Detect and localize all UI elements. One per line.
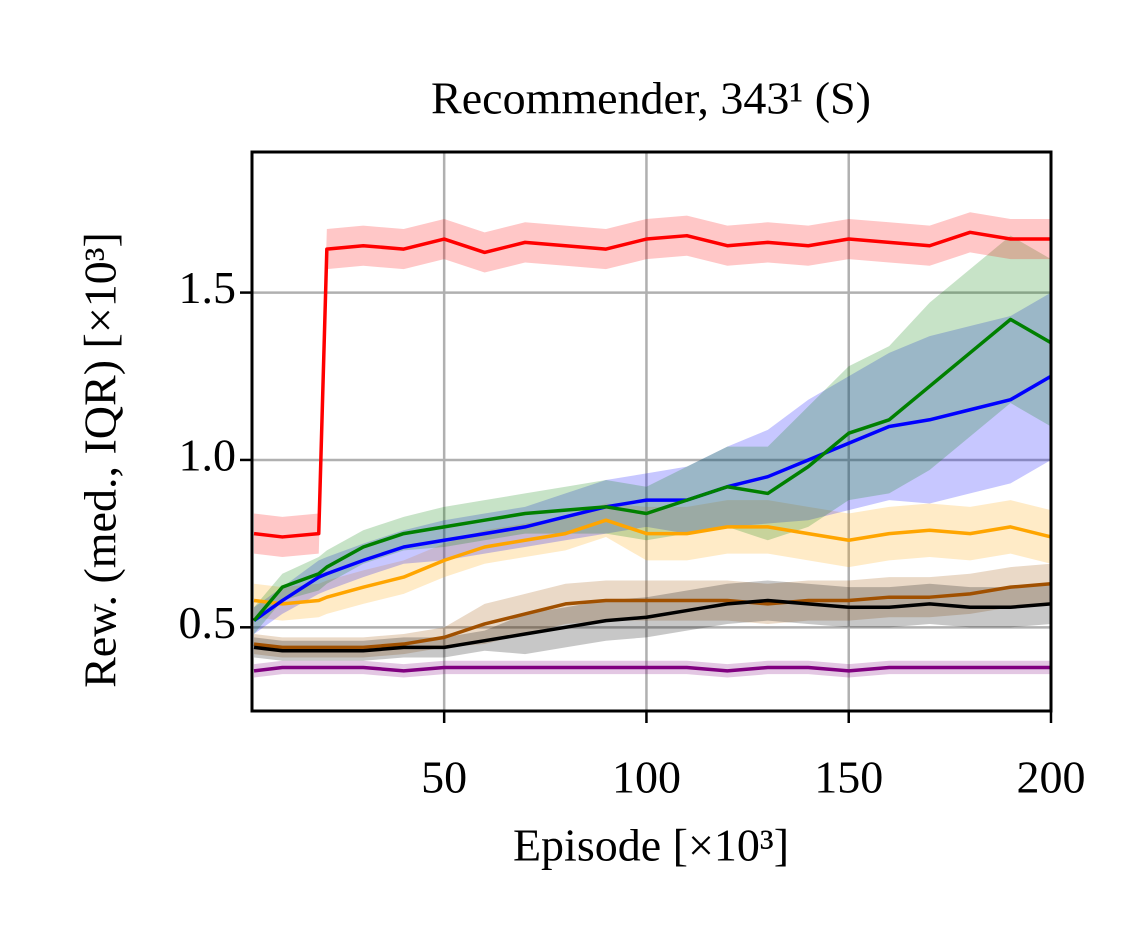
- iqr-band: [254, 500, 1051, 621]
- median-line: [252, 317, 1051, 622]
- y-tick-label: 1.5: [179, 262, 237, 313]
- iqr-band: [254, 235, 1051, 635]
- x-tick-label: 50: [421, 752, 467, 803]
- x-tick-label: 150: [814, 752, 883, 803]
- median-line: [253, 665, 1051, 673]
- median-line: [253, 598, 1051, 653]
- chart-title: Recommender, 343¹ (S): [431, 73, 871, 124]
- y-tick-label: 0.5: [179, 597, 237, 648]
- y-axis-label: Rew. (med., IQR) [×10³]: [75, 232, 126, 688]
- median-line: [253, 582, 1051, 650]
- median-line: [253, 518, 1051, 606]
- y-tick-label: 1.0: [179, 430, 237, 481]
- x-tick-label: 200: [1017, 752, 1086, 803]
- median-line: [253, 230, 1051, 539]
- plot-frame: [250, 150, 1053, 713]
- median-line: [253, 374, 1051, 623]
- axes: 50 100 150 200 0.5 1.0 1.5: [179, 262, 1086, 802]
- x-tick-label: 100: [612, 752, 681, 803]
- x-axis-label: Episode [×10³]: [513, 820, 789, 871]
- plot-area: [252, 212, 1051, 678]
- iqr-band: [254, 292, 1051, 635]
